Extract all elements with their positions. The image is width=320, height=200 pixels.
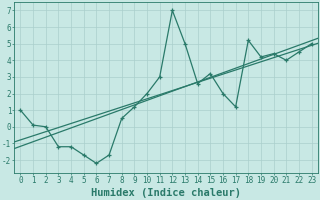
X-axis label: Humidex (Indice chaleur): Humidex (Indice chaleur) [91, 188, 241, 198]
